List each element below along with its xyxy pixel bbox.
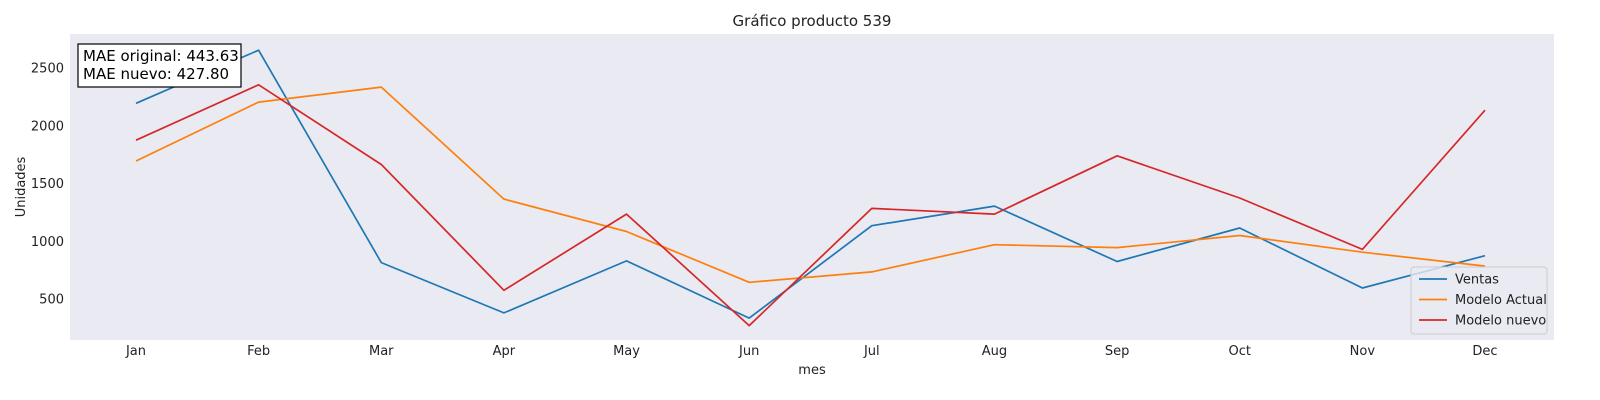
- x-tick-label-jun: Jun: [738, 344, 759, 359]
- legend-box: [1410, 266, 1548, 335]
- x-tick-label-sep: Sep: [1105, 344, 1130, 359]
- series-lines: [135, 49, 1486, 327]
- y-axis-label: Unidades: [14, 156, 29, 217]
- x-tick-label-jan: Jan: [125, 344, 146, 359]
- x-tick-label-jul: Jul: [863, 344, 880, 359]
- mae-annotation: MAE original: 443.63 MAE nuevo: 427.80: [77, 43, 242, 88]
- x-axis-ticks: Jan Feb Mar Apr May Jun Jul Aug Sep Oct Nov Dec: [125, 344, 1498, 359]
- y-axis-ticks: 500 1000 1500 2000 2500: [31, 62, 64, 308]
- chart-title: Gráfico producto 539: [733, 12, 892, 30]
- x-tick-label-mar: Mar: [369, 344, 394, 359]
- x-tick-label-nov: Nov: [1350, 344, 1376, 359]
- y-tick-label-2000: 2000: [31, 119, 64, 134]
- plot-background: [70, 34, 1554, 340]
- legend-label-modelo-actual: Modelo Actual: [1455, 293, 1547, 308]
- mae-annotation-box: [77, 43, 242, 88]
- series-line-modelo-actual: [135, 86, 1486, 284]
- mae-nuevo-text: MAE nuevo: 427.80: [83, 65, 229, 83]
- x-tick-label-apr: Apr: [493, 344, 516, 359]
- x-tick-label-may: May: [613, 344, 640, 359]
- y-tick-label-500: 500: [39, 293, 64, 308]
- x-axis-label: mes: [798, 363, 826, 378]
- x-tick-label-dec: Dec: [1472, 344, 1497, 359]
- mae-original-text: MAE original: 443.63: [83, 47, 239, 65]
- x-tick-label-feb: Feb: [247, 344, 270, 359]
- x-tick-label-oct: Oct: [1228, 344, 1250, 359]
- legend-label-ventas: Ventas: [1455, 273, 1499, 288]
- y-tick-label-2500: 2500: [31, 62, 64, 77]
- series-line-modelo-nuevo: [135, 83, 1486, 327]
- y-tick-label-1500: 1500: [31, 177, 64, 192]
- legend: Ventas Modelo Actual Modelo nuevo: [1410, 266, 1548, 335]
- y-tick-label-1000: 1000: [31, 235, 64, 250]
- x-tick-label-aug: Aug: [982, 344, 1007, 359]
- legend-label-modelo-nuevo: Modelo nuevo: [1455, 314, 1546, 329]
